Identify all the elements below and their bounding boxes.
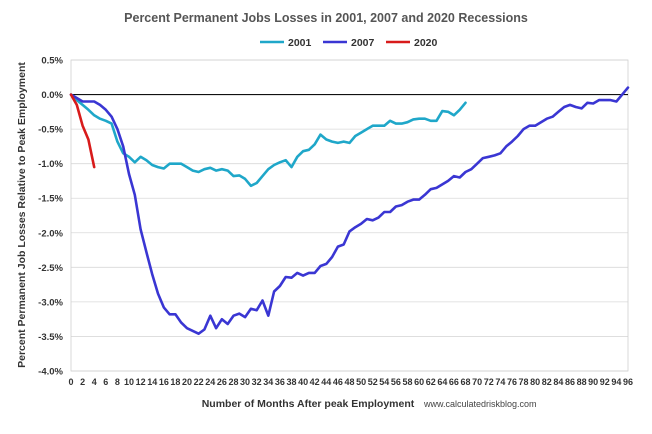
x-tick-label: 30 — [240, 377, 250, 387]
y-tick-label: -4.0% — [38, 367, 63, 378]
x-tick-label: 48 — [344, 377, 354, 387]
x-axis-label: Number of Months After peak Employment — [202, 398, 415, 410]
x-tick-label: 86 — [565, 377, 575, 387]
series-line-2007 — [69, 86, 630, 336]
x-tick-label: 72 — [484, 377, 494, 387]
y-tick-label: -2.0% — [38, 228, 63, 239]
x-tick-label: 24 — [205, 377, 215, 387]
y-axis-label: Percent Permanent Job Losses Relative to… — [16, 62, 28, 368]
source-note: www.calculatedriskblog.com — [423, 399, 537, 409]
x-tick-label: 50 — [356, 377, 366, 387]
x-tick-label: 38 — [286, 377, 296, 387]
y-tick-label: 0.5% — [41, 56, 63, 67]
x-tick-label: 26 — [217, 377, 227, 387]
x-tick-label: 34 — [263, 377, 273, 387]
x-tick-label: 16 — [159, 377, 169, 387]
x-tick-label: 14 — [147, 377, 157, 387]
y-tick-label: -2.5% — [38, 263, 63, 274]
x-tick-label: 46 — [333, 377, 343, 387]
x-tick-label: 12 — [136, 377, 146, 387]
x-tick-label: 62 — [426, 377, 436, 387]
series-line-2020 — [69, 93, 96, 169]
x-tick-label: 56 — [391, 377, 401, 387]
x-tick-label: 60 — [414, 377, 424, 387]
x-tick-label: 76 — [507, 377, 517, 387]
x-tick-label: 40 — [298, 377, 308, 387]
y-axis-ticks: 0.5% 0.0% -0.5% -1.0% -1.5% -2.0% -2.5% -3.0% -3… — [38, 56, 63, 378]
y-tick-label: -3.0% — [38, 297, 63, 308]
x-tick-label: 96 — [623, 377, 633, 387]
x-tick-label: 20 — [182, 377, 192, 387]
x-tick-label: 0 — [68, 377, 73, 387]
x-tick-label: 52 — [368, 377, 378, 387]
plot-area-border — [70, 59, 629, 372]
x-tick-label: 28 — [228, 377, 238, 387]
x-tick-label: 32 — [252, 377, 262, 387]
x-tick-label: 2 — [80, 377, 85, 387]
x-tick-label: 54 — [379, 377, 389, 387]
x-tick-label: 88 — [577, 377, 587, 387]
x-tick-label: 68 — [461, 377, 471, 387]
legend-label-2020: 2020 — [414, 37, 438, 49]
x-tick-label: 4 — [92, 377, 97, 387]
x-axis-ticks: 0 2 4 6 8 10 12 14 16 18 20 22 24 26 28 30 32 34 36 38 40 42 4… — [68, 377, 633, 387]
x-tick-label: 90 — [588, 377, 598, 387]
y-tick-label: -1.5% — [38, 194, 63, 205]
x-tick-label: 10 — [124, 377, 134, 387]
x-tick-label: 18 — [170, 377, 180, 387]
x-tick-label: 80 — [530, 377, 540, 387]
y-tick-label: -3.5% — [38, 332, 63, 343]
x-tick-label: 44 — [321, 377, 331, 387]
x-tick-label: 82 — [542, 377, 552, 387]
x-tick-label: 22 — [194, 377, 204, 387]
x-tick-label: 70 — [472, 377, 482, 387]
x-tick-label: 64 — [437, 377, 447, 387]
y-tick-label: -0.5% — [38, 125, 63, 136]
x-tick-label: 42 — [310, 377, 320, 387]
series-lines — [69, 86, 630, 336]
y-tick-label: 0.0% — [41, 90, 63, 101]
x-tick-label: 66 — [449, 377, 459, 387]
x-tick-label: 58 — [403, 377, 413, 387]
x-tick-label: 92 — [600, 377, 610, 387]
chart-title: Percent Permanent Jobs Losses in 2001, 2… — [124, 11, 528, 25]
x-tick-label: 8 — [115, 377, 120, 387]
legend-label-2001: 2001 — [288, 37, 312, 49]
x-tick-label: 94 — [611, 377, 621, 387]
legend-label-2007: 2007 — [351, 37, 375, 49]
series-line-2001 — [69, 93, 467, 188]
x-tick-label: 74 — [495, 377, 505, 387]
legend: 2001 2007 2020 — [260, 37, 438, 49]
x-tick-label: 36 — [275, 377, 285, 387]
x-tick-label: 6 — [103, 377, 108, 387]
x-tick-label: 78 — [519, 377, 529, 387]
y-tick-label: -1.0% — [38, 159, 63, 170]
x-tick-label: 84 — [553, 377, 563, 387]
